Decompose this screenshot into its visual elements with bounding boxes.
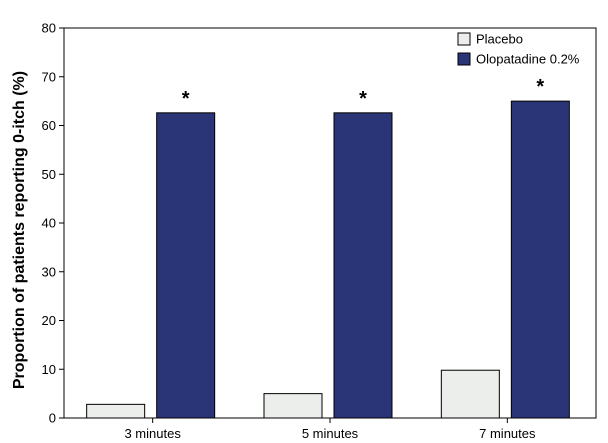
y-tick-label: 70	[42, 69, 56, 84]
y-tick-label: 0	[49, 411, 56, 426]
x-tick-label: 5 minutes	[302, 426, 359, 441]
placebo-bar	[86, 403, 146, 419]
legend-swatch-placebo	[457, 32, 471, 46]
y-axis-label: Proportion of patients reporting 0-itch …	[11, 71, 28, 389]
y-tick-label: 50	[42, 167, 56, 182]
legend-label-placebo: Placebo	[476, 32, 523, 47]
significance-marker: *	[536, 76, 544, 98]
y-tick-label: 80	[42, 21, 56, 36]
placebo-bar	[263, 393, 323, 419]
y-tick-label: 30	[42, 264, 56, 279]
y-tick-label: 40	[42, 216, 56, 231]
plot-area: 0 10 20 30 40 50 60 70 80 3 minutes * 5 minutes * 7 m…	[42, 21, 597, 441]
placebo-bar	[440, 369, 500, 419]
olopatadine-bar	[156, 112, 216, 419]
y-tick-label: 10	[42, 362, 56, 377]
olopatadine-bar	[510, 100, 570, 419]
x-tick-label: 7 minutes	[479, 426, 536, 441]
y-tick-label: 60	[42, 118, 56, 133]
significance-marker: *	[359, 88, 367, 110]
y-tick-label: 20	[42, 313, 56, 328]
legend-swatch-olopatadine	[457, 52, 471, 66]
significance-marker: *	[182, 88, 190, 110]
olopatadine-bar	[333, 112, 393, 419]
y-axis-label-group: Proportion of patients reporting 0-itch …	[11, 71, 28, 389]
legend-label-olopatadine: Olopatadine 0.2%	[476, 52, 580, 67]
x-tick-label: 3 minutes	[124, 426, 181, 441]
